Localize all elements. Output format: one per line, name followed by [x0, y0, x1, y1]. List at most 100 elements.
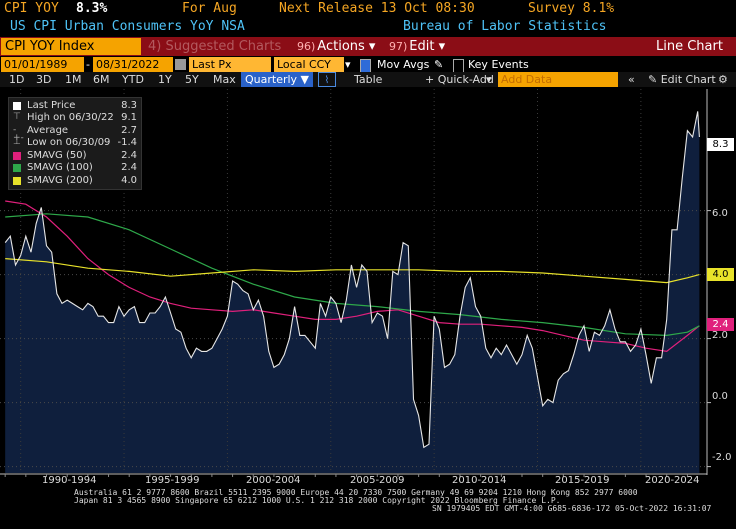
period-3d[interactable]: 3D: [36, 73, 52, 86]
footer-line-3: SN 1979405 EDT GMT-4:00 G685-6836-172 05…: [432, 504, 712, 513]
legend-swatch-sma200: [13, 177, 21, 185]
legend-value: 4.0: [121, 175, 137, 186]
period-1m[interactable]: 1M: [65, 73, 82, 86]
legend-swatch-last-price: [13, 102, 21, 110]
suggested-charts-label: Suggested Charts: [165, 39, 282, 54]
legend-swatch-sma50: [13, 152, 21, 160]
period-1d[interactable]: 1D: [9, 73, 25, 86]
edit-menu[interactable]: 97) Edit ▾: [389, 39, 446, 54]
legend-row-sma200: SMAVG (200) 4.0: [13, 175, 141, 187]
security-input[interactable]: CPI YOY Index: [1, 38, 141, 55]
frequency-label: Quarterly: [245, 73, 298, 86]
header-row-2: US CPI Urban Consumers YoY NSA Bureau of…: [0, 19, 736, 36]
add-data-input[interactable]: Add Data: [498, 72, 618, 87]
suggested-charts-button[interactable]: 4) Suggested Charts: [148, 39, 282, 54]
period-ytd[interactable]: YTD: [122, 73, 144, 86]
quick-add-dropdown-icon[interactable]: ▾: [486, 73, 492, 86]
edit-chart-button[interactable]: ✎ Edit Chart: [648, 73, 716, 86]
legend-value: 2.4: [121, 150, 137, 161]
key-events-label: Key Events: [468, 58, 529, 71]
x-tick-2005: 2005-2009: [350, 475, 405, 486]
for-period-label: For Aug: [182, 1, 237, 16]
y-tick-0: 0.0: [712, 391, 728, 402]
table-button[interactable]: Table: [354, 73, 383, 86]
last-price-line: [4, 111, 700, 449]
legend-label: SMAVG (200): [27, 175, 93, 186]
last-price-tag: 8.3: [707, 138, 734, 151]
legend-row-low: ⊥ Low on 06/30/09 -1.4: [13, 137, 141, 149]
period-6m[interactable]: 6M: [93, 73, 110, 86]
header-row-1: CPI YOY 8.3% For Aug Next Release 13 Oct…: [0, 1, 736, 18]
chart-type-label[interactable]: Line Chart: [656, 39, 723, 54]
legend-label: Last Price: [27, 100, 76, 111]
legend-label: Low on 06/30/09: [27, 137, 111, 148]
period-1y[interactable]: 1Y: [158, 73, 172, 86]
mov-avgs-label: Mov Avgs: [377, 58, 430, 71]
currency-select[interactable]: Local CCY: [274, 57, 344, 72]
sma50-tag: 2.4: [707, 318, 734, 331]
frequency-select[interactable]: Quarterly ▼: [241, 72, 313, 87]
legend-value: 2.7: [121, 125, 137, 136]
edit-label: Edit: [409, 39, 435, 54]
chart-settings-icon[interactable]: ⚙: [718, 73, 728, 86]
legend-value: -1.4: [117, 137, 137, 148]
ticker-label: CPI YOY: [4, 1, 59, 16]
legend-row-high: ⊤ High on 06/30/22 9.1: [13, 112, 141, 124]
last-value: 8.3%: [76, 1, 108, 16]
line-chart-icon[interactable]: ⌇: [318, 72, 336, 87]
sma50-line: [5, 200, 700, 353]
range-row: 01/01/1989 - 08/31/2022 Last Px Local CC…: [0, 57, 736, 74]
pencil-icon[interactable]: ✎: [434, 58, 444, 71]
legend-label: High on 06/30/22: [27, 112, 114, 123]
actions-label: Actions: [317, 39, 365, 54]
legend-label: SMAVG (100): [27, 162, 93, 173]
y-tick-neg2: -2.0: [712, 452, 732, 463]
edit-number: 97): [389, 40, 408, 53]
calendar-icon[interactable]: [175, 59, 186, 70]
legend-row-sma50: SMAVG (50) 2.4: [13, 150, 141, 162]
x-tick-2015: 2015-2019: [555, 475, 610, 486]
x-tick-1995: 1995-1999: [145, 475, 200, 486]
start-date-input[interactable]: 01/01/1989: [1, 57, 84, 72]
sma200-tag: 4.0: [707, 268, 734, 281]
actions-number: 96): [297, 40, 316, 53]
low-marker-icon: ⊥: [13, 137, 21, 147]
high-marker-icon: ⊤: [13, 112, 21, 122]
period-5y[interactable]: 5Y: [185, 73, 199, 86]
date-separator: -: [86, 58, 90, 71]
series-description: US CPI Urban Consumers YoY NSA: [10, 19, 245, 34]
chart-legend[interactable]: Last Price 8.3 ⊤ High on 06/30/22 9.1 -+…: [8, 97, 142, 190]
legend-row-last-price: Last Price 8.3: [13, 100, 141, 112]
periods-row: 1D 3D 1M 6M YTD 1Y 5Y Max Quarterly ▼ ⌇ …: [0, 72, 736, 87]
footer-line-1: Australia 61 2 9777 8600 Brazil 5511 239…: [74, 488, 638, 497]
sma100-line: [5, 213, 700, 337]
average-marker-icon: -+-: [13, 125, 24, 143]
x-tick-1990: 1990-1994: [42, 475, 97, 486]
period-max[interactable]: Max: [213, 73, 236, 86]
survey-label: Survey 8.1%: [528, 1, 615, 16]
currency-dropdown-icon[interactable]: ▾: [345, 58, 351, 71]
x-tick-2010: 2010-2014: [452, 475, 507, 486]
collapse-icon[interactable]: «: [628, 73, 635, 86]
quick-add-button[interactable]: + Quick-Add: [425, 73, 494, 86]
legend-value: 8.3: [121, 100, 137, 111]
sma200-line: [5, 258, 700, 284]
legend-label: SMAVG (50): [27, 150, 87, 161]
next-release-label: Next Release 13 Oct 08:30: [279, 1, 475, 16]
y-tick-6: 6.0: [712, 208, 728, 219]
legend-value: 9.1: [121, 112, 137, 123]
legend-swatch-sma100: [13, 164, 21, 172]
legend-row-sma100: SMAVG (100) 2.4: [13, 162, 141, 174]
end-date-input[interactable]: 08/31/2022: [93, 57, 173, 72]
edit-chart-label: Edit Chart: [660, 73, 716, 86]
legend-row-average: -+- Average 2.7: [13, 125, 141, 143]
footer-line-2: Japan 81 3 4565 8900 Singapore 65 6212 1…: [74, 496, 561, 505]
source-label: Bureau of Labor Statistics: [403, 19, 607, 34]
legend-label: Average: [27, 125, 69, 136]
x-tick-2000: 2000-2004: [246, 475, 301, 486]
last-price-area: [5, 111, 700, 474]
command-bar: CPI YOY Index 4) Suggested Charts 96) Act…: [0, 37, 736, 56]
actions-menu[interactable]: 96) Actions ▾: [297, 39, 376, 54]
x-tick-2020: 2020-2024: [645, 475, 700, 486]
price-field-select[interactable]: Last Px: [189, 57, 271, 72]
